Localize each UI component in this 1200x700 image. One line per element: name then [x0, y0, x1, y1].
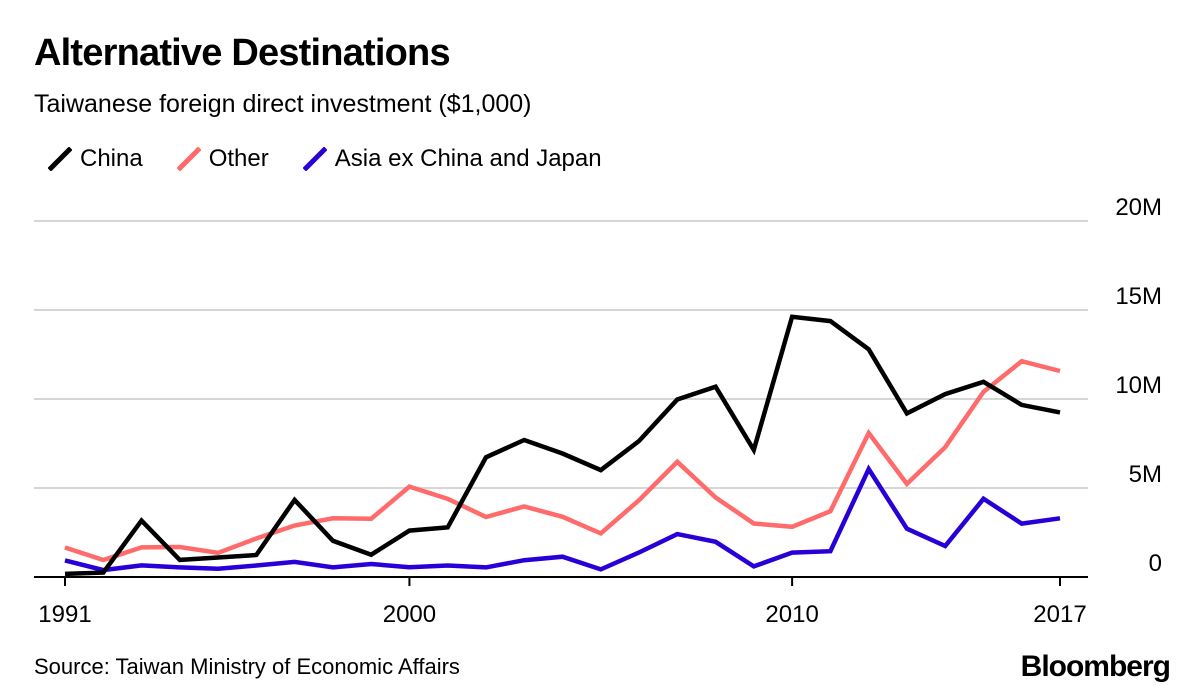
- x-tick-label-3: 2017: [1033, 601, 1086, 628]
- legend-label-asia: Asia ex China and Japan: [334, 145, 602, 172]
- legend-item-asia: Asia ex China and Japan: [302, 145, 602, 173]
- legend-label-other: Other: [208, 145, 269, 172]
- chart-subtitle: Taiwanese foreign direct investment ($1,…: [34, 90, 532, 118]
- y-tick-label-1: 5M: [1129, 461, 1162, 488]
- legend-label-china: China: [80, 145, 143, 172]
- legend-swatch-other: [176, 147, 201, 171]
- series-line-other: [64, 358, 1061, 563]
- y-tick-label-2: 10M: [1115, 372, 1162, 399]
- source-note: Source: Taiwan Ministry of Economic Affa…: [34, 654, 460, 679]
- chart-title: Alternative Destinations: [34, 32, 451, 74]
- series-line-china: [64, 314, 1061, 577]
- x-tick-label-1: 2000: [383, 601, 436, 628]
- legend-item-other: Other: [176, 145, 269, 173]
- y-tick-label-0: 0: [1149, 550, 1162, 577]
- series-line-asia-ex-china-and-japan: [64, 464, 1061, 573]
- legend-item-china: China: [48, 145, 143, 173]
- y-tick-label-4: 20M: [1115, 194, 1162, 221]
- legend-swatch-china: [48, 147, 72, 171]
- x-tick-label-0: 1991: [38, 601, 91, 628]
- bloomberg-logo: Bloomberg: [1020, 650, 1171, 683]
- legend-swatch-asia: [302, 147, 327, 171]
- y-tick-label-3: 15M: [1115, 283, 1162, 310]
- x-tick-label-2: 2010: [765, 601, 818, 628]
- legend: China Other Asia ex China and Japan: [48, 145, 636, 173]
